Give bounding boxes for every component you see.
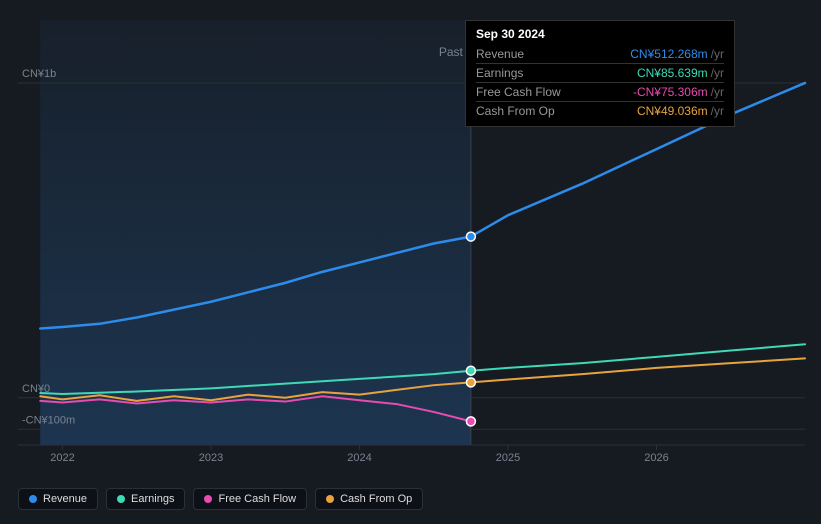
tooltip-metric-label: Revenue bbox=[476, 47, 524, 61]
tooltip-row: Revenue CN¥512.268m/yr bbox=[476, 45, 724, 63]
svg-text:Past: Past bbox=[439, 45, 464, 59]
tooltip-unit: /yr bbox=[711, 47, 724, 61]
tooltip-metric-label: Earnings bbox=[476, 66, 523, 80]
legend-item[interactable]: Revenue bbox=[18, 488, 98, 510]
svg-text:2026: 2026 bbox=[644, 452, 668, 464]
tooltip-unit: /yr bbox=[711, 66, 724, 80]
tooltip-metric-label: Cash From Op bbox=[476, 104, 555, 118]
legend-item[interactable]: Free Cash Flow bbox=[193, 488, 307, 510]
legend-label: Earnings bbox=[131, 493, 174, 505]
legend: Revenue Earnings Free Cash Flow Cash From O… bbox=[18, 488, 423, 510]
tooltip-metric-value: CN¥85.639m bbox=[637, 66, 708, 80]
legend-label: Cash From Op bbox=[340, 493, 412, 505]
legend-swatch bbox=[204, 495, 212, 503]
tooltip-unit: /yr bbox=[711, 104, 724, 118]
tooltip-unit: /yr bbox=[711, 85, 724, 99]
legend-label: Free Cash Flow bbox=[218, 493, 296, 505]
svg-text:2025: 2025 bbox=[496, 452, 520, 464]
legend-label: Revenue bbox=[43, 493, 87, 505]
tooltip-row: Cash From Op CN¥49.036m/yr bbox=[476, 101, 724, 120]
legend-swatch bbox=[326, 495, 334, 503]
tooltip-metric-label: Free Cash Flow bbox=[476, 85, 561, 99]
legend-item[interactable]: Cash From Op bbox=[315, 488, 423, 510]
legend-swatch bbox=[117, 495, 125, 503]
svg-text:CN¥1b: CN¥1b bbox=[22, 68, 56, 80]
chart-container: -CN¥100mCN¥0CN¥1b20222023202420252026Pas… bbox=[0, 0, 821, 524]
svg-text:-CN¥100m: -CN¥100m bbox=[22, 414, 75, 426]
tooltip-metric-value: -CN¥75.306m bbox=[633, 85, 708, 99]
svg-text:2023: 2023 bbox=[199, 452, 223, 464]
legend-item[interactable]: Earnings bbox=[106, 488, 185, 510]
tooltip-metric-value: CN¥49.036m bbox=[637, 104, 708, 118]
tooltip-date: Sep 30 2024 bbox=[476, 27, 724, 41]
tooltip-row: Free Cash Flow -CN¥75.306m/yr bbox=[476, 82, 724, 101]
tooltip-metric-value: CN¥512.268m bbox=[630, 47, 707, 61]
tooltip-row: Earnings CN¥85.639m/yr bbox=[476, 63, 724, 82]
svg-text:2024: 2024 bbox=[347, 452, 371, 464]
svg-text:2022: 2022 bbox=[50, 452, 74, 464]
hover-tooltip: Sep 30 2024 RevenueCN¥512.268m/yrEarning… bbox=[465, 20, 735, 127]
legend-swatch bbox=[29, 495, 37, 503]
